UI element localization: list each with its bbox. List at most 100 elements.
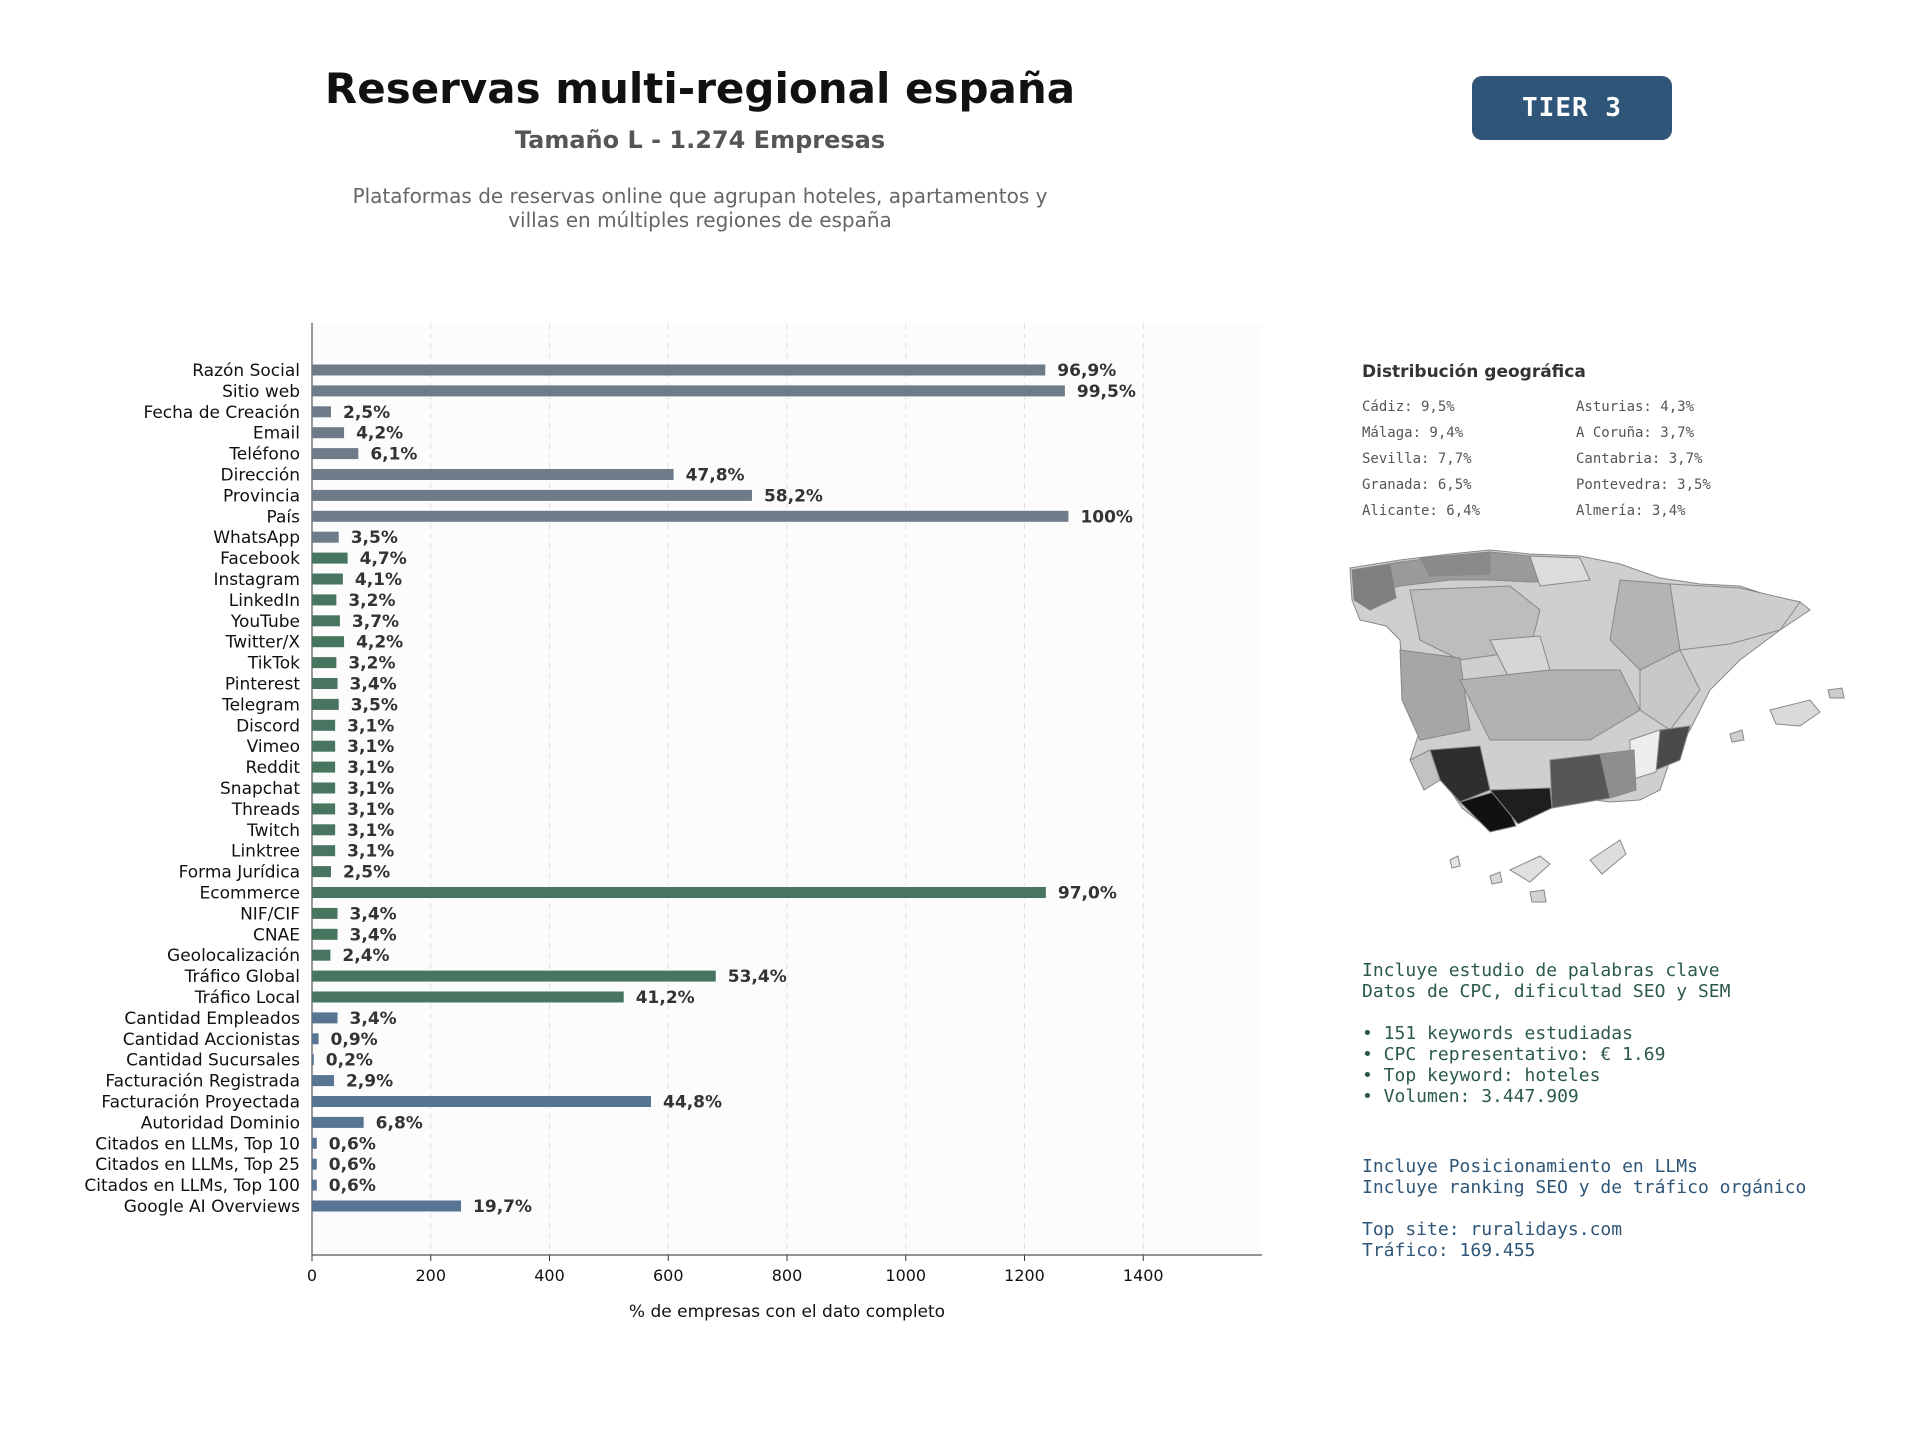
- geo-item: A Coruña: 3,7%: [1576, 425, 1695, 441]
- map-canary-5: [1449, 855, 1461, 869]
- map-region-huelva: [1409, 749, 1441, 791]
- geo-item: Pontevedra: 3,5%: [1576, 477, 1711, 493]
- category-label: Discord: [236, 716, 300, 736]
- keywords-bullet: • Volumen: 3.447.909: [1362, 1086, 1579, 1107]
- data-label: 3,5%: [351, 528, 398, 548]
- category-label: Tráfico Global: [184, 967, 300, 987]
- category-label: Cantidad Empleados: [124, 1009, 300, 1029]
- bar: [312, 761, 336, 773]
- bar: [312, 552, 348, 564]
- category-label: Fecha de Creación: [143, 403, 300, 423]
- x-tick-label: 200: [415, 1266, 446, 1285]
- category-label: Citados en LLMs, Top 10: [95, 1134, 300, 1154]
- data-label: 47,8%: [686, 466, 745, 486]
- geo-distribution-title: Distribución geográfica: [1362, 362, 1586, 382]
- bar: [312, 1158, 317, 1170]
- bar: [312, 824, 336, 836]
- map-balearic-small-2: [1729, 729, 1745, 743]
- data-label: 6,1%: [370, 445, 417, 465]
- bar: [312, 907, 338, 919]
- map-region-catalonia: [1669, 583, 1801, 651]
- map-region-asturias: [1419, 551, 1491, 577]
- data-label: 0,9%: [331, 1030, 378, 1050]
- data-label: 6,8%: [376, 1113, 423, 1133]
- top-site: Top site: ruralidays.com: [1362, 1219, 1623, 1240]
- bar: [312, 1012, 338, 1024]
- bar-chart: 0 200 400 600 800 1000 1200 1400 Razón Social 96,…: [84, 323, 1262, 1322]
- data-label: 4,1%: [355, 570, 402, 590]
- category-label: Twitch: [246, 821, 300, 841]
- data-label: 97,0%: [1058, 884, 1117, 904]
- geo-item: Málaga: 9,4%: [1362, 425, 1464, 441]
- data-label: 3,2%: [348, 654, 395, 674]
- top-site-traffic: Tráfico: 169.455: [1362, 1240, 1536, 1261]
- x-tick-label: 1200: [1004, 1266, 1045, 1285]
- geo-item: Sevilla: 7,7%: [1362, 451, 1472, 467]
- llm-line: Incluye ranking SEO y de tráfico orgánic…: [1362, 1177, 1807, 1198]
- map-canary-4: [1589, 839, 1627, 875]
- bar: [312, 489, 752, 501]
- bar: [312, 385, 1065, 397]
- map-balearic-small: [1827, 687, 1845, 699]
- data-label: 2,9%: [346, 1072, 393, 1092]
- data-label: 0,6%: [329, 1176, 376, 1196]
- category-label: Facturación Registrada: [105, 1072, 300, 1092]
- data-label: 41,2%: [636, 988, 695, 1008]
- page-description: Plataformas de reservas online que agrup…: [330, 184, 1070, 232]
- bar: [312, 1116, 364, 1128]
- data-label: 3,5%: [351, 695, 398, 715]
- geo-distribution-list: Cádiz: 9,5% Asturias: 4,3% Málaga: 9,4% …: [1362, 398, 1802, 520]
- x-tick-label: 400: [534, 1266, 565, 1285]
- data-label: 0,6%: [329, 1155, 376, 1175]
- category-label: Geolocalización: [167, 946, 300, 966]
- data-label: 19,7%: [473, 1197, 532, 1217]
- spain-map: [1349, 549, 1845, 903]
- data-label: 3,1%: [347, 758, 394, 778]
- bar: [312, 427, 345, 439]
- bar: [312, 1054, 314, 1066]
- bar: [312, 928, 338, 940]
- category-label: Linktree: [231, 842, 300, 862]
- map-region-basque: [1529, 555, 1591, 587]
- data-label: 2,4%: [342, 946, 389, 966]
- x-axis-label: % de empresas con el dato completo: [629, 1302, 945, 1322]
- description-line: villas en múltiples regiones de españa: [508, 208, 892, 232]
- category-label: Pinterest: [225, 675, 300, 695]
- data-label: 4,2%: [356, 633, 403, 653]
- category-label: Teléfono: [228, 445, 300, 465]
- x-tick-label: 600: [653, 1266, 684, 1285]
- data-label: 3,1%: [347, 821, 394, 841]
- data-label: 0,2%: [326, 1051, 373, 1071]
- data-label: 96,9%: [1057, 361, 1116, 381]
- data-label: 3,4%: [350, 925, 397, 945]
- map-region-valencia: [1639, 649, 1701, 731]
- geo-item: Cantabria: 3,7%: [1576, 451, 1703, 467]
- bar: [312, 1096, 652, 1107]
- bar: [312, 636, 345, 648]
- bar: [312, 469, 674, 480]
- x-tick-label: 0: [307, 1266, 317, 1285]
- category-label: LinkedIn: [229, 591, 300, 611]
- bar: [312, 657, 337, 669]
- bar: [312, 1137, 317, 1149]
- data-label: 99,5%: [1077, 382, 1136, 402]
- category-label: Provincia: [223, 486, 300, 506]
- category-label: YouTube: [230, 612, 300, 632]
- category-label: Reddit: [246, 758, 301, 778]
- tier-badge: TIER 3: [1472, 76, 1672, 140]
- bar: [312, 406, 331, 418]
- map-canary-3: [1529, 889, 1547, 903]
- data-label: 4,2%: [356, 424, 403, 444]
- category-label: Razón Social: [192, 361, 300, 381]
- data-label: 100%: [1080, 507, 1133, 527]
- data-label: 3,1%: [347, 842, 394, 862]
- map-region-sevilla: [1429, 745, 1491, 803]
- category-label: Google AI Overviews: [124, 1197, 300, 1217]
- geo-item: Alicante: 6,4%: [1362, 503, 1481, 519]
- bar: [312, 1075, 334, 1087]
- category-label: Twitter/X: [225, 633, 301, 653]
- keywords-bullet: • Top keyword: hoteles: [1362, 1065, 1601, 1086]
- bar: [312, 782, 336, 794]
- bar: [312, 970, 716, 982]
- data-label: 44,8%: [663, 1093, 722, 1113]
